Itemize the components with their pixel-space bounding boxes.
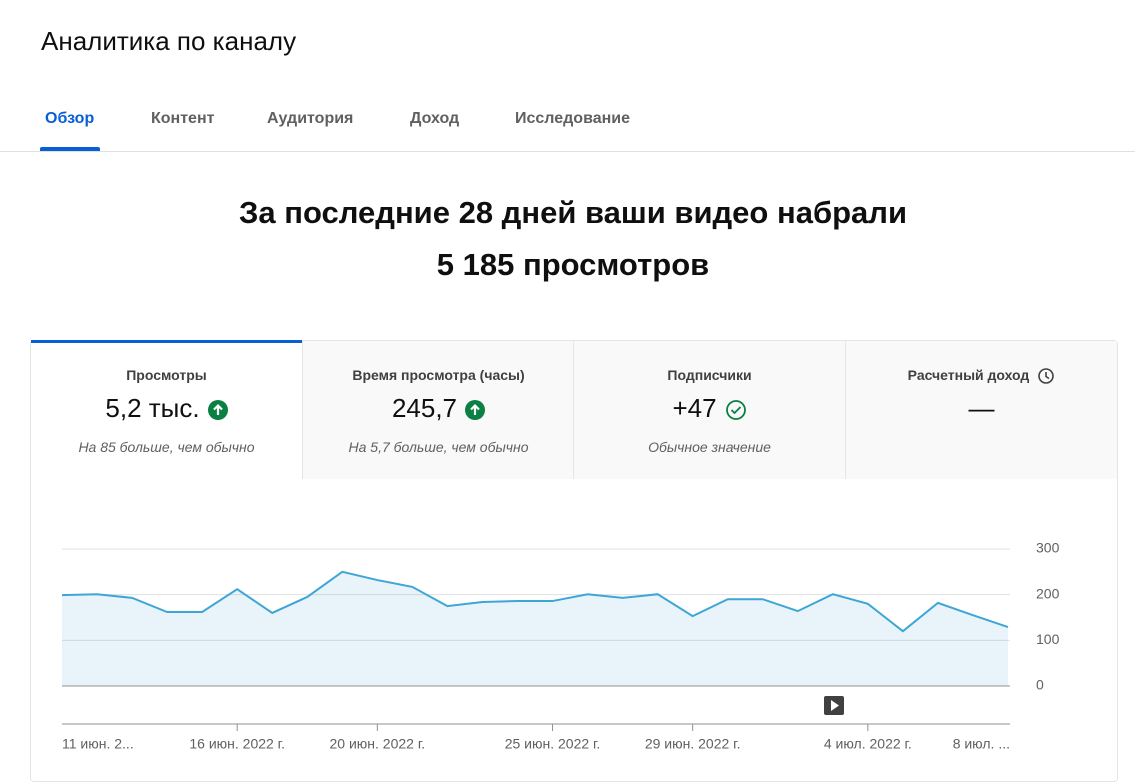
x-tick-label: 4 июл. 2022 г. — [824, 736, 912, 752]
metric-note: На 85 больше, чем обычно — [78, 439, 255, 455]
x-tick-label: 25 июн. 2022 г. — [505, 736, 601, 752]
y-tick-label: 200 — [1036, 585, 1060, 601]
page-title: Аналитика по каналу — [41, 26, 297, 56]
summary-line: За последние 28 дней ваши видео набрали — [238, 195, 908, 230]
tab[interactable]: Исследование — [515, 110, 630, 127]
tab[interactable]: Аудитория — [267, 110, 354, 127]
y-tick-label: 100 — [1036, 631, 1060, 647]
summary-total: 5 185 просмотров — [436, 247, 710, 282]
y-tick-label: 0 — [1036, 677, 1044, 693]
up-icon — [207, 400, 228, 421]
metric-note: На 5,7 больше, чем обычно — [348, 439, 529, 455]
metric-card[interactable]: Подписчики +47 Обычное значение — [573, 341, 845, 479]
metric-label: Подписчики — [667, 367, 752, 383]
x-tick-label: 20 июн. 2022 г. — [330, 736, 426, 752]
x-tick-label: 16 июн. 2022 г. — [189, 736, 285, 752]
metric-value-row: +47 — [574, 393, 845, 424]
metric-label: Расчетный доход — [907, 367, 1030, 383]
metric-value: 245,7 — [391, 393, 458, 423]
metric-label-row: Расчетный доход — [846, 367, 1117, 385]
tab[interactable]: Доход — [410, 110, 460, 127]
divider — [0, 151, 1135, 152]
y-tick-label: 300 — [1036, 540, 1060, 556]
metric-card[interactable]: Расчетный доход — — [845, 341, 1117, 479]
metric-value: — — [968, 393, 995, 423]
metric-card[interactable]: Время просмотра (часы) 245,7 На 5,7 боль… — [302, 341, 574, 479]
tab-indicator — [40, 147, 100, 151]
line — [61, 570, 1009, 633]
metric-value: +47 — [672, 393, 717, 423]
tab[interactable]: Обзор — [45, 110, 95, 127]
x-tick-label: 29 июн. 2022 г. — [645, 736, 741, 752]
metric-note: Обычное значение — [648, 439, 771, 455]
metric-value-row: 245,7 — [303, 393, 574, 424]
play-icon — [831, 700, 839, 711]
x-tick-label: 11 июн. 2... — [62, 736, 134, 752]
x-tick-label: 8 июл. ... — [953, 736, 1010, 752]
metric-value-row: 5,2 тыс. — [31, 393, 302, 424]
metric-card[interactable]: Просмотры 5,2 тыс. На 85 больше, чем обы… — [31, 340, 302, 478]
metric-label: Просмотры — [126, 367, 207, 383]
area — [62, 571, 1008, 686]
clock-icon — [1038, 368, 1055, 385]
tab[interactable]: Контент — [151, 110, 215, 127]
metric-label: Время просмотра (часы) — [352, 367, 525, 383]
check-icon — [725, 400, 746, 421]
metric-value: 5,2 тыс. — [105, 393, 200, 423]
up-icon — [465, 400, 486, 421]
